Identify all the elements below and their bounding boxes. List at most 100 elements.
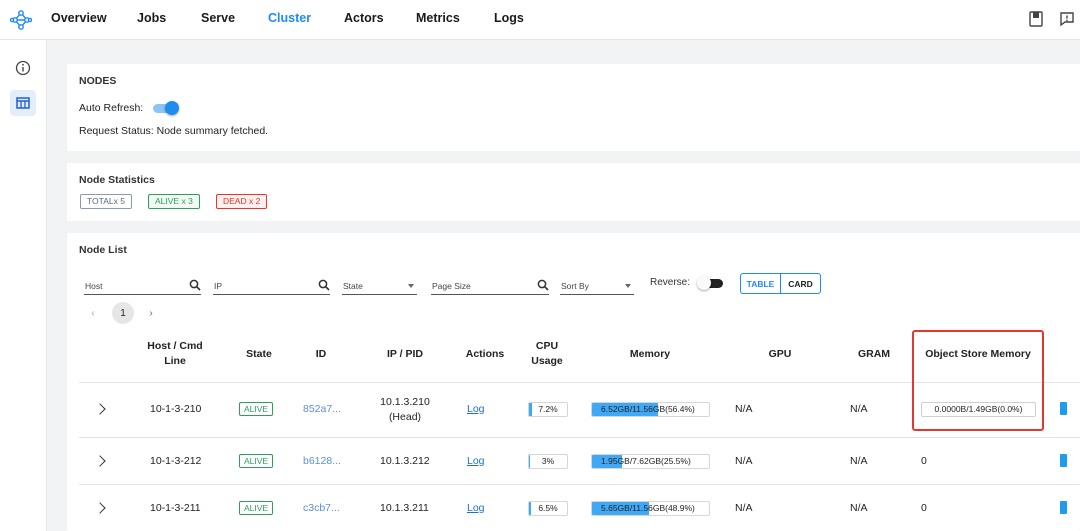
feedback-icon[interactable] (1058, 10, 1076, 28)
gpu-cell: N/A (735, 502, 753, 514)
node-statistics-title: Node Statistics (79, 174, 155, 186)
request-status-text: Request Status: Node summary fetched. (79, 125, 269, 137)
memory-usage-bar: 6.52GB/11.56GB(56.4%) (591, 402, 710, 417)
host-cell: 10-1-3-212 (150, 455, 202, 467)
column-header-cpu-line2: Usage (531, 355, 563, 367)
gram-cell: N/A (850, 502, 868, 514)
pid-label: (Head) (388, 411, 422, 423)
nav-serve[interactable]: Serve (201, 11, 236, 25)
table-view-button[interactable]: TABLE (741, 274, 781, 293)
node-id-link[interactable]: b6128... (303, 455, 341, 467)
dead-nodes-chip[interactable]: DEAD x 2 (216, 194, 268, 209)
column-header-ip-pid[interactable]: IP / PID (387, 348, 423, 360)
node-statistics-card (67, 163, 1080, 221)
column-header-cpu-line1: CPU (535, 340, 559, 352)
search-icon (189, 279, 201, 291)
column-header-host[interactable]: Host / Cmd Line (140, 339, 210, 369)
state-field-label: State (343, 281, 363, 291)
cpu-usage-bar: 6.5% (528, 501, 568, 516)
column-header-object-store-memory[interactable]: Object Store Memory (925, 348, 1031, 360)
state-select[interactable]: State (342, 279, 417, 295)
ip-pid-cell: 10.1.3.212 (380, 455, 430, 467)
gram-cell: N/A (850, 455, 868, 467)
truncated-bar (1060, 454, 1067, 467)
reverse-toggle[interactable] (697, 276, 725, 290)
auto-refresh-toggle[interactable] (151, 101, 179, 115)
host-cell: 10-1-3-211 (150, 502, 201, 514)
nav-jobs[interactable]: Jobs (137, 11, 167, 25)
ip-pid-cell: 10.1.3.210 (Head) (372, 395, 438, 425)
search-icon (318, 279, 330, 291)
cpu-usage-bar: 3% (528, 454, 568, 469)
column-header-gram[interactable]: GRAM (857, 348, 891, 360)
nav-logs[interactable]: Logs (494, 11, 524, 25)
card-view-button[interactable]: CARD (788, 278, 813, 289)
object-store-memory-value: 0.0000B/1.49GB(0.0%) (921, 402, 1036, 417)
object-store-memory-value: 0 (921, 455, 927, 467)
gram-cell: N/A (850, 403, 868, 415)
sort-by-select[interactable]: Sort By (560, 279, 634, 295)
memory-usage-label: 1.95GB/7.62GB(25.5%) (601, 456, 691, 466)
sort-by-field-label: Sort By (561, 281, 589, 291)
column-header-memory[interactable]: Memory (629, 348, 671, 360)
search-icon (537, 279, 549, 291)
nav-overview[interactable]: Overview (51, 11, 107, 25)
column-header-actions[interactable]: Actions (465, 348, 505, 360)
memory-usage-bar: 5.65GB/11.56GB(48.9%) (591, 501, 710, 516)
page-1-button[interactable]: 1 (112, 302, 134, 324)
node-list-title: Node List (79, 244, 127, 256)
node-id-link[interactable]: 852a7... (303, 403, 341, 415)
truncated-bar (1060, 501, 1067, 514)
alive-nodes-chip[interactable]: ALIVE x 3 (148, 194, 200, 209)
reverse-label: Reverse: (650, 277, 691, 288)
object-store-highlight-box (912, 330, 1044, 431)
ip-search-input[interactable]: IP (213, 279, 330, 295)
cpu-usage-label: 7.2% (538, 404, 558, 414)
host-search-input[interactable]: Host (84, 279, 201, 295)
truncated-bar (1060, 402, 1067, 415)
total-nodes-chip[interactable]: TOTALx 5 (80, 194, 132, 209)
ip-field-label: IP (214, 281, 223, 291)
gpu-cell: N/A (735, 403, 753, 415)
chevron-down-icon (625, 284, 631, 288)
nodes-card-title: NODES (79, 75, 117, 87)
row-divider (79, 437, 1080, 438)
sidebar (0, 40, 47, 531)
header-divider (79, 382, 1080, 383)
node-id-link[interactable]: c3cb7... (303, 502, 340, 514)
nav-actors[interactable]: Actors (344, 11, 384, 25)
page-size-field-label: Page Size (432, 281, 471, 291)
log-link[interactable]: Log (467, 502, 485, 514)
sidebar-info-icon[interactable] (10, 55, 36, 81)
memory-usage-bar: 1.95GB/7.62GB(25.5%) (591, 454, 710, 469)
gpu-cell: N/A (735, 455, 753, 467)
page-size-input[interactable]: Page Size (431, 279, 549, 295)
log-link[interactable]: Log (467, 403, 485, 415)
column-header-id[interactable]: ID (315, 348, 327, 360)
top-navigation-bar: Overview Jobs Serve Cluster Actors Metri… (0, 0, 1080, 40)
log-link[interactable]: Log (467, 455, 485, 467)
cpu-usage-label: 3% (541, 456, 555, 466)
column-header-state[interactable]: State (246, 348, 272, 360)
nav-metrics[interactable]: Metrics (416, 11, 460, 25)
column-header-host-line2: Line (164, 355, 186, 367)
column-header-gpu[interactable]: GPU (768, 348, 792, 360)
memory-usage-label: 6.52GB/11.56GB(56.4%) (601, 404, 695, 414)
column-header-cpu[interactable]: CPU Usage (525, 339, 569, 369)
ray-logo-icon[interactable] (10, 9, 32, 31)
host-field-label: Host (85, 281, 103, 291)
state-badge: ALIVE (239, 501, 274, 515)
column-header-host-line1: Host / Cmd (147, 340, 203, 352)
ip-address: 10.1.3.210 (380, 396, 430, 408)
view-mode-toggle: TABLE CARD (740, 273, 821, 294)
nav-cluster[interactable]: Cluster (268, 11, 312, 25)
next-page-button[interactable]: › (149, 307, 153, 319)
sidebar-table-icon[interactable] (10, 90, 36, 116)
object-store-memory-value: 0 (921, 502, 927, 514)
cpu-usage-bar: 7.2% (528, 402, 568, 417)
state-badge: ALIVE (239, 454, 274, 468)
state-badge: ALIVE (239, 402, 274, 416)
docs-book-icon[interactable] (1027, 10, 1045, 28)
chevron-down-icon (408, 284, 414, 288)
prev-page-button[interactable]: ‹ (91, 307, 95, 319)
